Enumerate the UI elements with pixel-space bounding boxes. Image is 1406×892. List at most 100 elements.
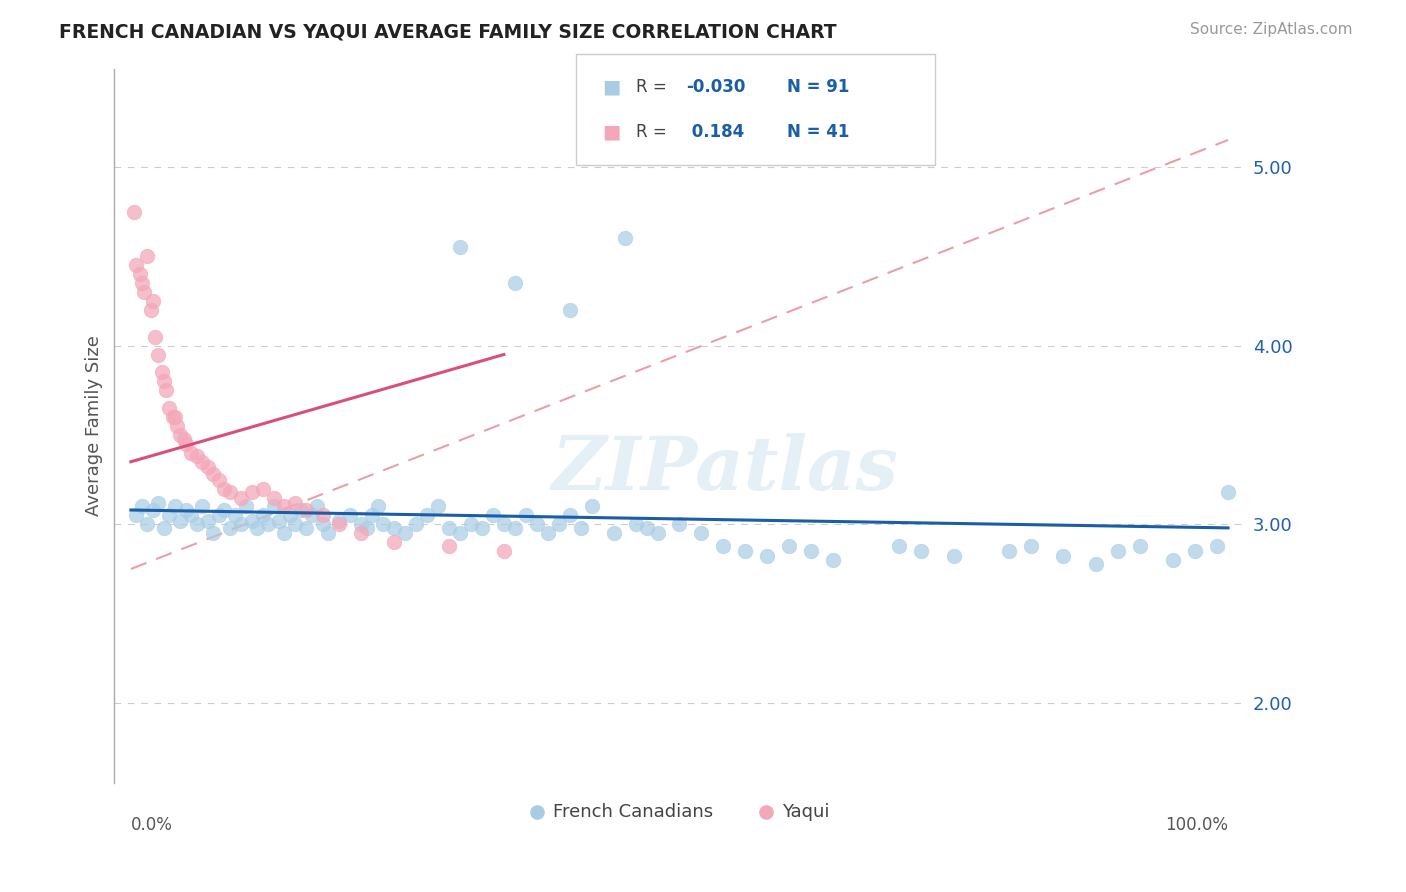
Point	[169, 514, 191, 528]
Point	[690, 526, 713, 541]
Point	[284, 496, 307, 510]
Point	[503, 276, 526, 290]
Point	[823, 553, 845, 567]
Point	[647, 526, 669, 541]
Point	[581, 500, 603, 514]
Point	[273, 500, 295, 514]
Point	[449, 526, 471, 541]
Point	[301, 508, 323, 523]
Point	[229, 491, 252, 505]
Point	[778, 539, 800, 553]
Point	[257, 517, 280, 532]
Point	[278, 508, 301, 523]
Point	[942, 549, 965, 564]
Point	[122, 204, 145, 219]
Point	[449, 240, 471, 254]
Point	[734, 544, 756, 558]
Point	[163, 410, 186, 425]
Point	[143, 329, 166, 343]
Text: -0.030: -0.030	[686, 78, 745, 95]
Point	[492, 544, 515, 558]
Point	[197, 514, 219, 528]
Point	[1206, 539, 1229, 553]
Point	[887, 539, 910, 553]
Point	[460, 517, 482, 532]
Point	[186, 517, 208, 532]
Point	[350, 526, 373, 541]
Text: 0.184: 0.184	[686, 123, 744, 141]
Point	[218, 485, 240, 500]
Point	[267, 514, 290, 528]
Point	[131, 276, 153, 290]
Point	[471, 521, 494, 535]
Point	[800, 544, 823, 558]
Point	[169, 428, 191, 442]
Point	[711, 539, 734, 553]
Point	[148, 496, 170, 510]
Point	[263, 491, 285, 505]
Point	[328, 514, 350, 528]
Point	[125, 508, 148, 523]
Point	[163, 500, 186, 514]
Point	[139, 302, 162, 317]
Point	[263, 500, 285, 514]
Point	[128, 267, 150, 281]
Legend: French Canadians, Yaqui: French Canadians, Yaqui	[523, 796, 837, 828]
Point	[125, 258, 148, 272]
Point	[547, 517, 569, 532]
Text: ZIPatlas: ZIPatlas	[551, 433, 898, 505]
Point	[191, 500, 214, 514]
Point	[295, 503, 318, 517]
Point	[910, 544, 932, 558]
Point	[312, 508, 335, 523]
Text: Source: ZipAtlas.com: Source: ZipAtlas.com	[1189, 22, 1353, 37]
Point	[224, 508, 246, 523]
Point	[284, 517, 307, 532]
Point	[180, 446, 202, 460]
Point	[492, 517, 515, 532]
Point	[515, 508, 537, 523]
Point	[157, 401, 180, 416]
Point	[202, 467, 225, 482]
Point	[405, 517, 427, 532]
Point	[997, 544, 1019, 558]
Point	[382, 535, 405, 549]
Point	[132, 285, 155, 299]
Point	[212, 482, 235, 496]
Point	[235, 500, 257, 514]
Point	[131, 500, 153, 514]
Point	[240, 485, 263, 500]
Point	[208, 508, 231, 523]
Point	[394, 526, 416, 541]
Text: 100.0%: 100.0%	[1166, 815, 1227, 834]
Point	[437, 539, 460, 553]
Point	[328, 517, 350, 532]
Text: ■: ■	[602, 122, 620, 141]
Point	[339, 508, 361, 523]
Point	[273, 526, 295, 541]
Text: R =: R =	[636, 123, 672, 141]
Point	[569, 521, 592, 535]
Point	[312, 517, 335, 532]
Point	[1019, 539, 1042, 553]
Point	[246, 521, 269, 535]
Point	[668, 517, 690, 532]
Text: R =: R =	[636, 78, 672, 95]
Point	[174, 437, 197, 451]
Point	[162, 410, 184, 425]
Point	[252, 508, 274, 523]
Point	[367, 500, 389, 514]
Point	[142, 503, 165, 517]
Point	[318, 526, 340, 541]
Point	[136, 517, 159, 532]
Point	[361, 508, 384, 523]
Point	[197, 460, 219, 475]
Point	[142, 293, 165, 308]
Point	[1216, 485, 1239, 500]
Point	[602, 526, 624, 541]
Point	[173, 432, 195, 446]
Point	[1161, 553, 1184, 567]
Point	[1052, 549, 1074, 564]
Point	[437, 521, 460, 535]
Text: 0.0%: 0.0%	[131, 815, 173, 834]
